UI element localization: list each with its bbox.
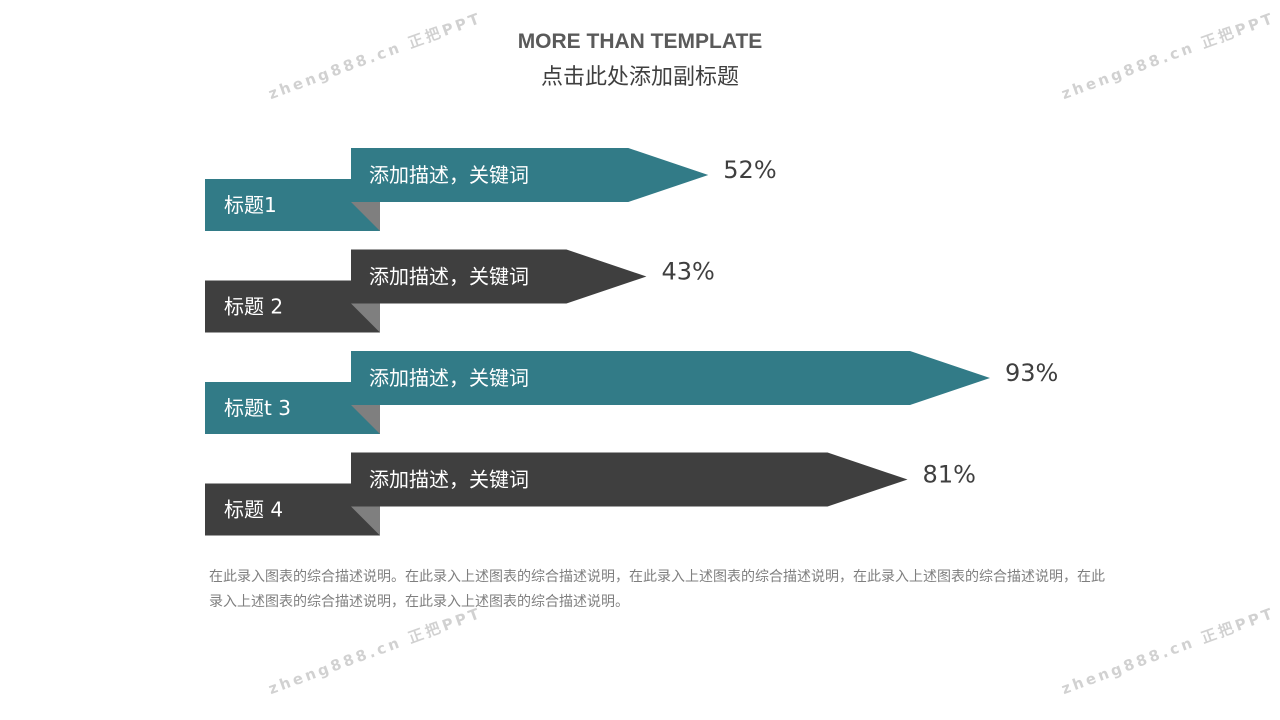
fold-shadow	[351, 506, 380, 536]
value-label: 81%	[923, 461, 976, 489]
arrow-bar	[351, 148, 709, 202]
category-label: 标题1	[224, 193, 277, 217]
arrow-bar	[351, 452, 908, 507]
bar-description: 添加描述，关键词	[369, 366, 529, 390]
arrow-bar	[351, 351, 990, 405]
fold-shadow	[351, 202, 380, 231]
title-tab	[205, 280, 380, 333]
title-tab	[205, 483, 380, 536]
bar-description: 添加描述，关键词	[369, 163, 529, 187]
bar-description: 添加描述，关键词	[369, 468, 529, 492]
value-label: 52%	[723, 156, 776, 184]
category-label: 标题t 3	[224, 396, 291, 420]
bar-description: 添加描述，关键词	[369, 265, 529, 289]
category-label: 标题 4	[224, 498, 283, 522]
chart-subtitle: 点击此处添加副标题	[540, 65, 739, 90]
chart-title: MORE THAN TEMPLATE	[517, 30, 763, 53]
chart-description: 在此录入图表的综合描述说明。在此录入上述图表的综合描述说明，在此录入上述图表的综…	[209, 569, 1105, 610]
value-label: 43%	[661, 258, 714, 286]
value-label: 93%	[1005, 359, 1058, 387]
fold-shadow	[351, 303, 380, 333]
title-tab	[205, 382, 380, 434]
title-tab	[205, 179, 380, 231]
category-label: 标题 2	[224, 295, 283, 319]
arrow-bar	[351, 249, 647, 304]
fold-shadow	[351, 405, 380, 434]
